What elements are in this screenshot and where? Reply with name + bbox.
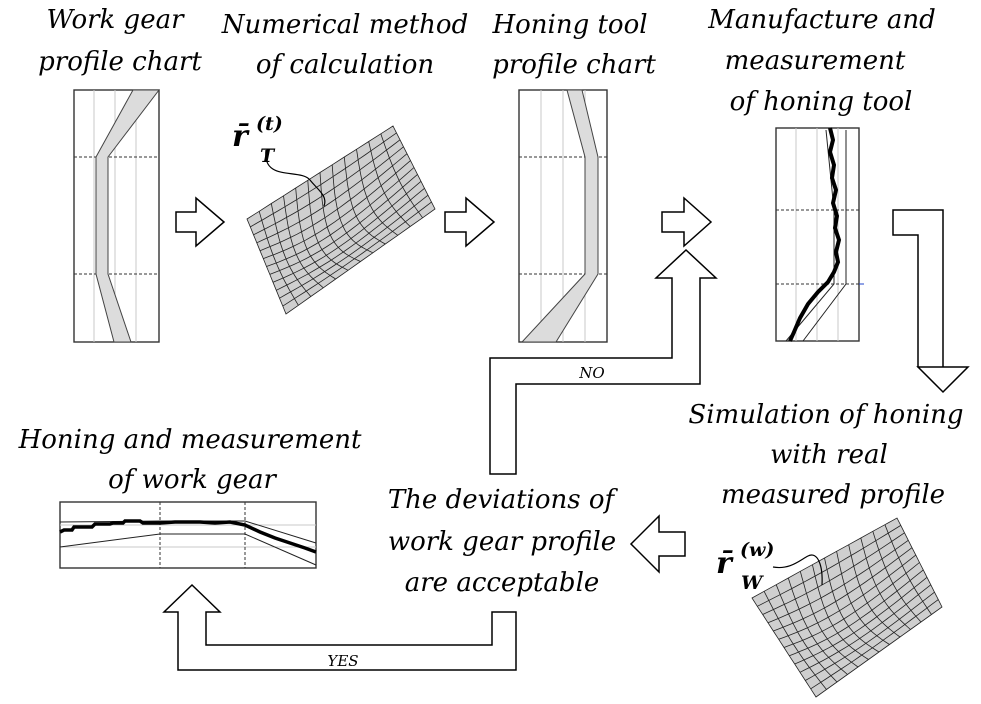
deviations-check-label: The deviations of work gear profile are … bbox=[388, 485, 619, 598]
svg-text:W: W bbox=[741, 572, 764, 594]
mesh-gridline bbox=[380, 133, 423, 219]
arrow-no-loop bbox=[489, 248, 718, 475]
mesh-gridline bbox=[805, 591, 935, 681]
arrow-yes-loop bbox=[162, 583, 517, 671]
arrow-left-to-deviations bbox=[629, 514, 686, 574]
svg-text:(t): (t) bbox=[256, 113, 283, 135]
work-gear-profile-chart-label: Work gear profile chart bbox=[38, 5, 202, 77]
svg-text:T: T bbox=[260, 145, 276, 167]
svg-text:of work gear: of work gear bbox=[108, 465, 277, 495]
no-branch-label: NO bbox=[578, 364, 604, 382]
tool-surface-symbol: r̄ (t) T bbox=[232, 113, 283, 167]
arrow-right-3 bbox=[661, 196, 713, 248]
svg-text:r̄: r̄ bbox=[232, 119, 250, 154]
arrow-down-to-simulation bbox=[892, 209, 970, 394]
mesh-surface bbox=[751, 517, 943, 698]
work-gear-measurement-chart bbox=[59, 501, 317, 569]
svg-text:work gear profile: work gear profile bbox=[388, 527, 616, 557]
svg-text:profile chart: profile chart bbox=[492, 50, 656, 80]
svg-text:(w): (w) bbox=[740, 539, 774, 561]
honing-tool-surface-mesh bbox=[246, 125, 436, 315]
svg-text:measurement: measurement bbox=[725, 46, 906, 76]
work-surface-symbol: r̄ (w) W bbox=[716, 539, 774, 594]
simulation-label: Simulation of honing with real measured … bbox=[688, 400, 963, 510]
mesh-gridline bbox=[884, 524, 932, 615]
tool-surface-leader bbox=[265, 149, 326, 207]
svg-text:are acceptable: are acceptable bbox=[405, 568, 600, 598]
svg-text:Honing and measurement: Honing and measurement bbox=[18, 425, 362, 455]
manufacture-measurement-label: Manufacture and measurement of honing to… bbox=[707, 5, 935, 117]
svg-text:of calculation: of calculation bbox=[256, 50, 434, 80]
honing-tool-profile-chart-label: Honing tool profile chart bbox=[491, 10, 656, 80]
svg-text:of honing tool: of honing tool bbox=[730, 87, 913, 117]
svg-text:profile chart: profile chart bbox=[38, 47, 202, 77]
svg-text:Honing tool: Honing tool bbox=[491, 10, 647, 40]
measured-honing-tool-chart bbox=[775, 127, 864, 342]
honing-tool-profile-chart bbox=[518, 89, 608, 343]
mesh-gridline bbox=[279, 194, 429, 299]
mesh-gridline bbox=[810, 599, 939, 690]
numerical-method-label: Numerical method of calculation bbox=[221, 10, 468, 80]
svg-text:Work gear: Work gear bbox=[46, 5, 185, 35]
svg-text:with real: with real bbox=[770, 440, 888, 470]
honing-measurement-label: Honing and measurement of work gear bbox=[18, 425, 362, 495]
svg-text:r̄: r̄ bbox=[716, 546, 734, 581]
arrow-right-1 bbox=[175, 196, 226, 248]
yes-branch-label: YES bbox=[327, 652, 358, 670]
work-gear-surface-mesh bbox=[751, 517, 943, 698]
work-surface-leader bbox=[772, 554, 823, 586]
svg-text:The deviations of: The deviations of bbox=[388, 485, 619, 515]
svg-text:measured profile: measured profile bbox=[721, 480, 945, 510]
work-gear-profile-chart bbox=[73, 89, 161, 343]
svg-text:Numerical method: Numerical method bbox=[221, 10, 468, 40]
arrow-right-2 bbox=[444, 196, 496, 248]
svg-text:Manufacture and: Manufacture and bbox=[707, 5, 935, 35]
mesh-gridline bbox=[282, 201, 432, 307]
svg-text:Simulation of honing: Simulation of honing bbox=[688, 400, 963, 430]
